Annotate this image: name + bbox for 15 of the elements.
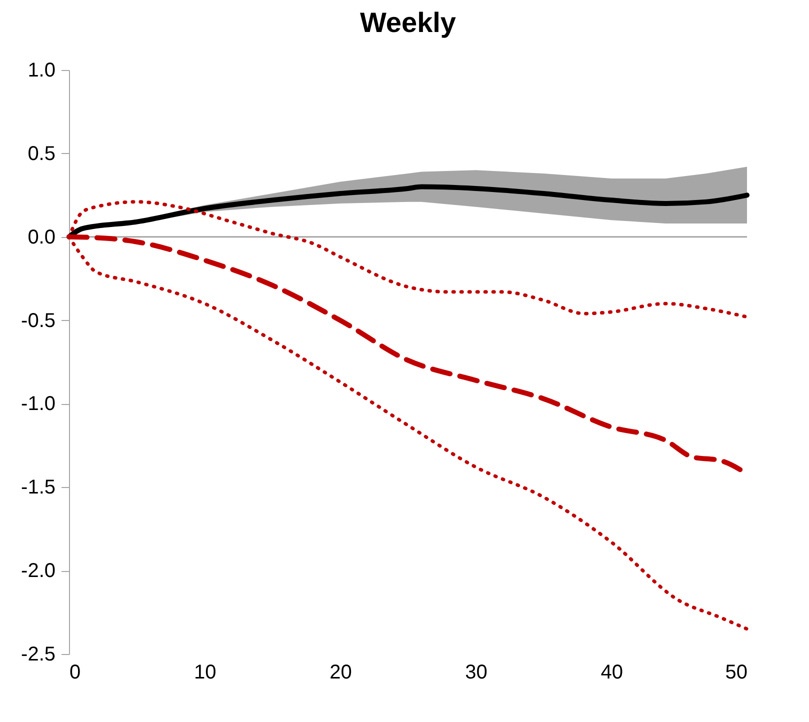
y-tick-label: 1.0 — [28, 60, 56, 82]
y-tick-label: 0.0 — [28, 226, 56, 248]
y-tick-label: -1.5 — [21, 476, 56, 499]
x-tick-label: 40 — [600, 662, 624, 684]
chart-title: Weekly — [360, 7, 456, 38]
y-tick-label: -0.5 — [21, 310, 56, 332]
y-tick-label: -1.0 — [21, 393, 56, 416]
y-tick-label: -2.0 — [21, 560, 56, 582]
x-tick-label: 10 — [194, 662, 216, 684]
y-tick-label: -2.5 — [21, 644, 56, 666]
x-tick-label: 50 — [725, 662, 748, 684]
x-tick-label: 0 — [70, 662, 81, 684]
y-tick-label: 0.5 — [28, 142, 56, 165]
x-tick-label: 20 — [330, 662, 352, 684]
x-tick-label: 30 — [465, 662, 488, 684]
